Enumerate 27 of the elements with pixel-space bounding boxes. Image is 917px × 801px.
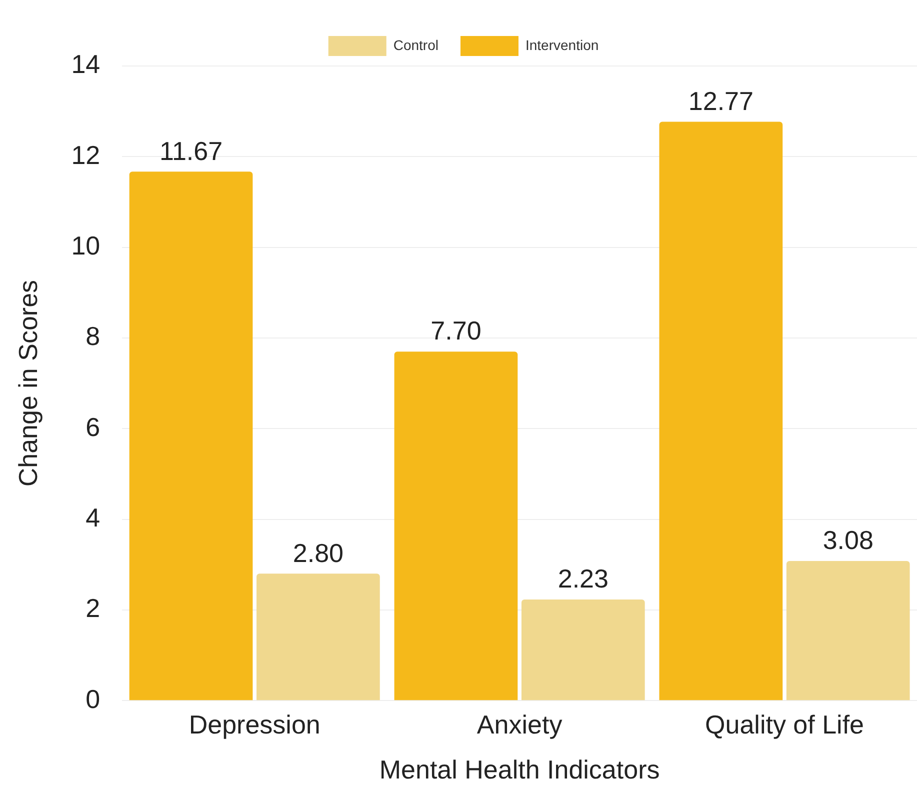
y-tick-label: 6	[86, 412, 100, 442]
y-axis-title: Change in Scores	[12, 280, 43, 487]
bar	[129, 172, 253, 700]
y-tick-label: 2	[86, 593, 100, 624]
bar	[786, 560, 910, 700]
bar	[394, 352, 518, 700]
y-tick-label: 8	[86, 321, 100, 352]
x-tick-label: Quality of Life	[705, 709, 864, 740]
data-label: 11.67	[159, 136, 223, 166]
y-tick-label: 14	[71, 49, 100, 80]
data-label: 12.77	[688, 86, 754, 116]
y-tick-label: 4	[86, 502, 100, 532]
data-label: 7.70	[430, 316, 482, 346]
y-tick-label: 10	[71, 230, 100, 260]
x-axis-title: Mental Health Indicators	[379, 754, 660, 785]
data-label: 2.23	[558, 564, 608, 594]
legend-label: Control	[393, 36, 438, 53]
legend-label: Intervention	[525, 36, 599, 53]
x-tick-label: Depression	[188, 709, 320, 740]
x-tick-label: Anxiety	[476, 709, 562, 740]
data-label: 3.08	[822, 525, 874, 556]
bar	[659, 122, 783, 700]
y-tick-label: 12	[71, 140, 100, 170]
bar	[521, 600, 645, 700]
data-label: 2.80	[292, 538, 344, 568]
bar	[256, 574, 380, 700]
y-tick-label: 0	[86, 684, 100, 714]
